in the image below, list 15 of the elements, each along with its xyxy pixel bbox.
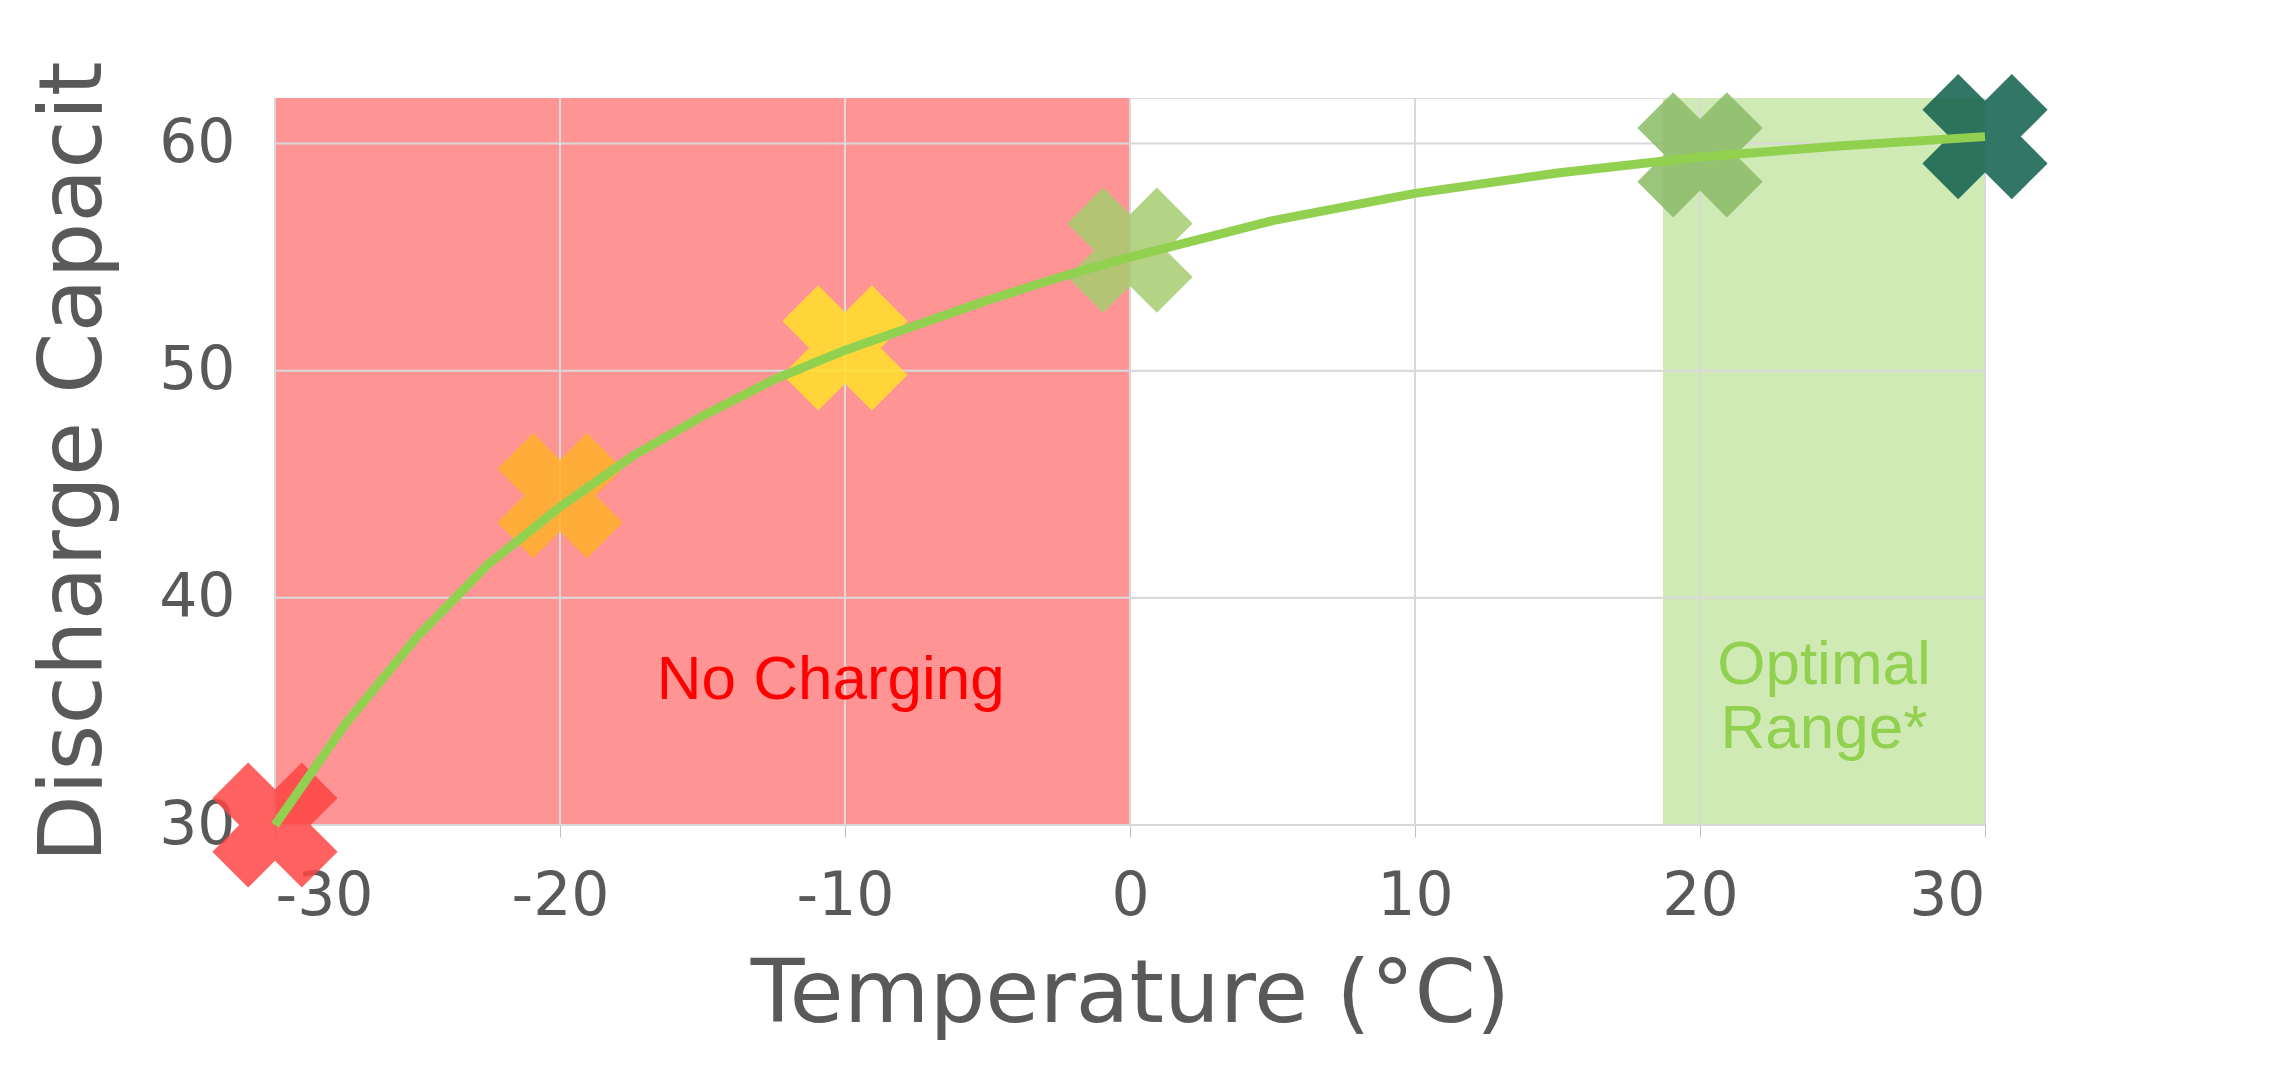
x-tick-label: 30 [1909,858,1986,929]
y-axis-title: Discharge Capacit [19,61,123,863]
x-tick-label: -20 [511,858,610,929]
band-label: Optimal Range* [1717,628,1931,762]
x-tick-label: 20 [1662,858,1739,929]
y-tick-label: 30 [159,787,236,858]
band-label: No Charging [656,642,1005,712]
x-tick-label: -10 [796,858,895,929]
x-tick-label: 0 [1111,858,1150,929]
x-axis-title: Temperature (°C) [749,939,1511,1043]
x-tick-label: 10 [1377,858,1454,929]
y-tick-label: 40 [159,560,236,631]
x-tick-label: -30 [275,858,374,929]
y-tick-label: 50 [159,333,236,404]
y-tick-label: 60 [159,105,236,176]
